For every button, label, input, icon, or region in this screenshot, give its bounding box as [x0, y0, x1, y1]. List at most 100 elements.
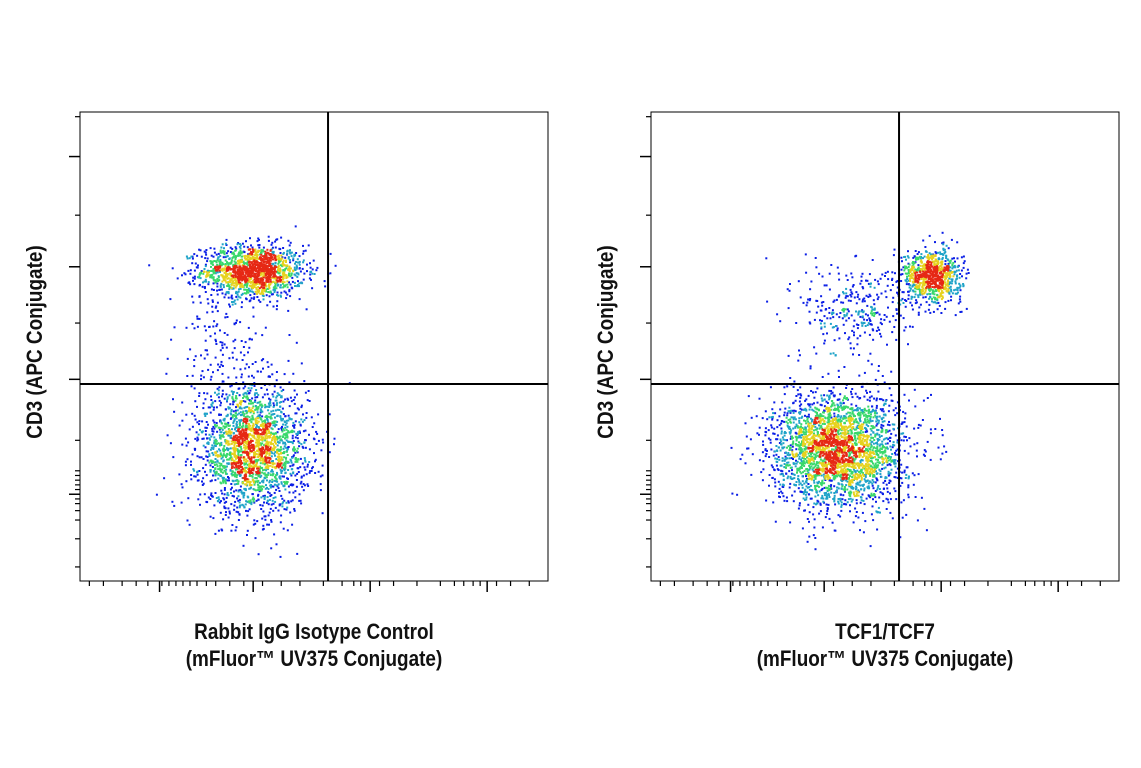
event-dot — [866, 398, 869, 401]
event-dot — [238, 473, 241, 476]
event-dot — [892, 409, 895, 412]
event-dot — [237, 428, 240, 431]
event-dot — [213, 444, 216, 447]
event-dot — [261, 334, 264, 337]
event-dot — [889, 498, 892, 501]
event-dot — [248, 270, 250, 273]
event-dot — [202, 272, 205, 275]
event-dot — [299, 457, 302, 460]
event-dot — [238, 394, 241, 397]
event-dot — [239, 423, 241, 426]
event-dot — [901, 260, 903, 263]
event-dot — [865, 389, 868, 392]
event-dot — [257, 393, 260, 396]
event-dot — [254, 537, 257, 540]
event-dot — [246, 451, 249, 454]
event-dot — [268, 430, 270, 433]
event-dot — [865, 294, 868, 297]
event-dot — [896, 477, 899, 479]
event-dot — [189, 283, 192, 286]
event-dot — [224, 439, 227, 441]
event-dot — [235, 483, 238, 485]
event-dot — [279, 280, 282, 283]
event-dot — [233, 400, 235, 403]
event-dot — [236, 506, 239, 509]
event-dot — [214, 391, 216, 394]
event-dot — [209, 335, 212, 338]
event-dot — [826, 332, 828, 335]
event-dot — [226, 399, 228, 402]
event-dot — [296, 258, 299, 261]
event-dot — [268, 479, 271, 482]
event-dot — [253, 437, 256, 440]
event-dot — [866, 304, 869, 307]
event-dot — [298, 493, 301, 496]
event-dot — [275, 488, 278, 491]
event-dot — [891, 517, 894, 520]
event-dot — [214, 332, 216, 335]
event-dot — [300, 362, 303, 365]
event-dot — [228, 457, 231, 460]
event-dot — [278, 453, 280, 456]
event-dot — [236, 479, 239, 482]
event-dot — [274, 409, 277, 412]
event-dot — [223, 465, 226, 468]
event-dot — [310, 416, 313, 419]
event-dot — [220, 251, 223, 254]
event-dot — [910, 295, 913, 298]
event-dot — [270, 291, 273, 294]
event-dot — [796, 389, 799, 392]
event-dot — [832, 386, 835, 389]
event-dot — [222, 453, 225, 456]
event-dot — [221, 492, 224, 495]
event-dot — [228, 424, 231, 427]
event-dot — [928, 234, 931, 237]
event-dot — [294, 457, 297, 460]
event-dot — [773, 469, 776, 472]
event-dot — [263, 290, 266, 293]
event-dot — [243, 459, 245, 462]
event-dot — [828, 307, 831, 309]
event-dot — [250, 484, 253, 486]
event-dot — [252, 297, 255, 300]
event-dot — [285, 422, 288, 425]
event-dot — [253, 393, 256, 396]
event-dot — [259, 253, 262, 256]
event-dot — [901, 291, 904, 294]
event-dot — [261, 457, 264, 460]
event-dot — [245, 420, 248, 423]
event-dot — [838, 294, 841, 297]
event-dot — [194, 448, 196, 451]
event-dot — [939, 251, 942, 254]
event-dot — [902, 266, 905, 269]
event-dot — [283, 456, 286, 459]
event-dot — [901, 297, 904, 300]
event-dot — [220, 274, 223, 277]
event-dot — [817, 500, 820, 503]
event-dot — [210, 274, 213, 277]
event-dot — [274, 506, 277, 509]
event-dot — [236, 426, 239, 429]
event-dot — [850, 295, 853, 298]
event-dot — [248, 273, 251, 276]
event-dot — [286, 460, 289, 463]
event-dot — [196, 276, 199, 279]
event-dot — [245, 479, 248, 482]
event-dot — [237, 454, 240, 457]
event-dot — [266, 416, 269, 419]
event-dot — [220, 431, 223, 434]
event-dot — [270, 417, 273, 420]
event-dot — [308, 433, 310, 436]
event-dot — [304, 429, 307, 432]
event-dot — [221, 428, 224, 431]
event-dot — [256, 520, 259, 523]
event-dot — [277, 465, 280, 467]
event-dot — [221, 243, 224, 246]
event-dot — [276, 431, 279, 434]
event-dot — [283, 281, 286, 284]
event-dot — [171, 500, 174, 503]
event-dot — [228, 453, 231, 456]
event-dot — [831, 309, 834, 312]
event-dot — [292, 372, 295, 375]
event-dot — [235, 358, 238, 361]
